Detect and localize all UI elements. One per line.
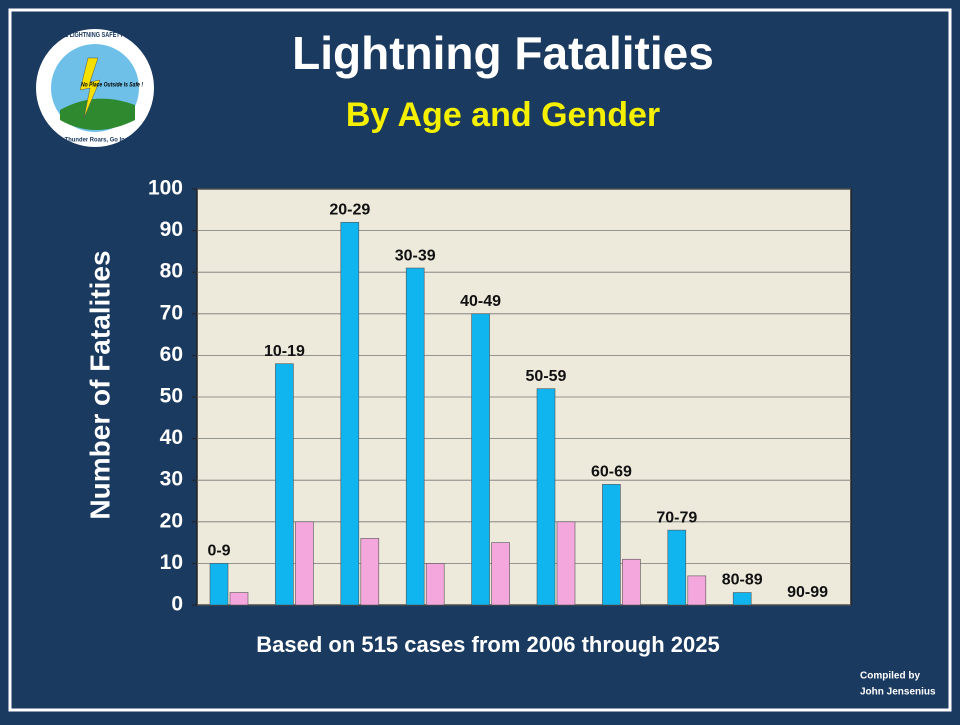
y-tick-label: 20 xyxy=(160,509,183,532)
y-tick-label: 30 xyxy=(160,468,183,491)
bar xyxy=(602,484,621,606)
bar xyxy=(667,529,687,606)
logo: NATIONAL LIGHTNING SAFETY COUNCIL No Pla… xyxy=(34,27,156,149)
category-label: 10-19 xyxy=(264,343,305,360)
category-label: 70-79 xyxy=(656,509,697,526)
logo-motto: No Place Outside Is Safe ! xyxy=(81,82,144,89)
y-tick-label: 100 xyxy=(148,177,183,200)
category-label: 60-69 xyxy=(591,464,632,481)
bar xyxy=(556,521,576,606)
y-tick-label: 60 xyxy=(160,343,183,366)
y-tick-label: 80 xyxy=(160,260,183,283)
bar xyxy=(536,388,556,606)
y-tick-label: 90 xyxy=(160,218,183,241)
bar xyxy=(622,558,641,606)
y-tick-label: 70 xyxy=(160,301,183,324)
category-label: 30-39 xyxy=(395,247,436,264)
logo-name: NATIONAL LIGHTNING SAFETY COUNCIL xyxy=(40,32,151,39)
category-label: 0-9 xyxy=(207,543,230,560)
bar xyxy=(687,575,707,606)
bar xyxy=(360,538,380,606)
y-axis-label: Number of Fatalities xyxy=(84,250,115,519)
category-label: 40-49 xyxy=(460,293,501,310)
bar xyxy=(471,313,490,606)
bar xyxy=(491,542,510,606)
chart-subtitle: By Age and Gender xyxy=(346,96,660,134)
bar xyxy=(340,221,360,606)
bar xyxy=(229,592,249,606)
credit: John Jensenius xyxy=(860,687,936,698)
footnote: Based on 515 cases from 2006 through 202… xyxy=(256,632,719,657)
category-label: 90-99 xyxy=(787,584,828,601)
bar xyxy=(732,592,752,606)
y-tick-label: 40 xyxy=(160,426,183,449)
category-label: 50-59 xyxy=(526,368,567,385)
bar xyxy=(425,563,445,606)
logo-slogan: When Thunder Roars, Go Indoors! xyxy=(47,138,143,144)
category-label: 80-89 xyxy=(722,572,763,589)
bar xyxy=(405,267,425,606)
bar xyxy=(209,563,229,606)
y-tick-label: 50 xyxy=(160,385,183,408)
y-tick-label: 10 xyxy=(160,551,183,574)
frame xyxy=(8,8,952,712)
category-label: 20-29 xyxy=(329,201,370,218)
bar xyxy=(275,363,294,606)
chart-title: Lightning Fatalities xyxy=(292,27,714,79)
credit: Compiled by xyxy=(860,671,920,682)
bar xyxy=(295,521,314,606)
y-tick-label: 0 xyxy=(171,593,183,616)
